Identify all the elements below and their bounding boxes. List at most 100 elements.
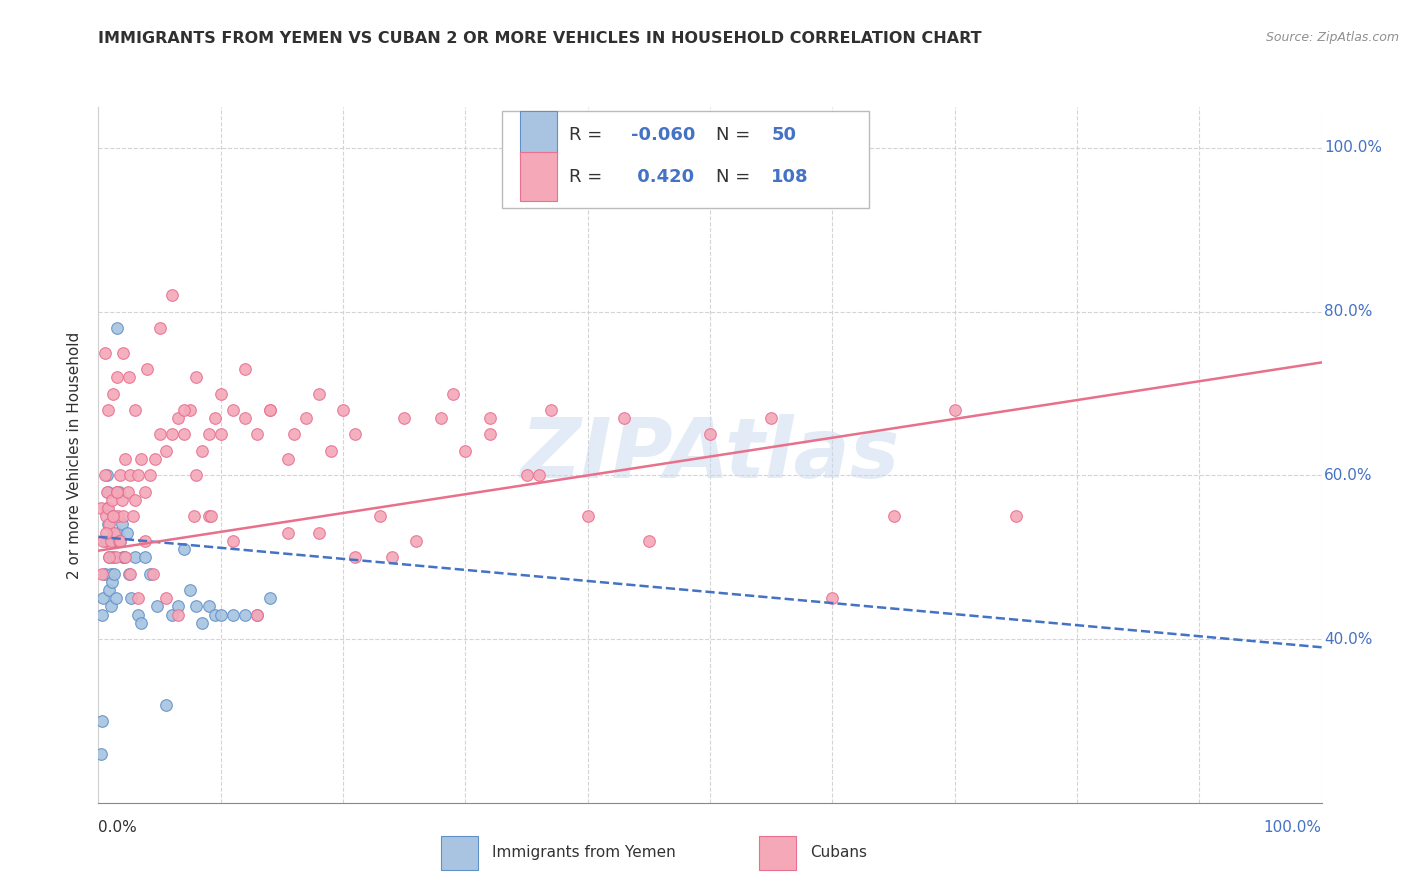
Point — [142, 566, 165, 581]
Point — [90, 747, 112, 761]
Point — [111, 517, 134, 532]
Point — [120, 591, 142, 606]
Point — [97, 484, 120, 499]
Point — [105, 370, 128, 384]
Point — [90, 501, 112, 516]
Point — [179, 582, 201, 597]
Text: 50: 50 — [772, 126, 796, 144]
Point — [149, 427, 172, 442]
Text: Immigrants from Yemen: Immigrants from Yemen — [492, 846, 676, 861]
Point — [179, 403, 201, 417]
Point — [94, 509, 117, 524]
Point — [637, 533, 661, 548]
Bar — [520, 153, 557, 201]
Point — [94, 533, 117, 548]
Point — [107, 525, 129, 540]
Point — [686, 141, 709, 155]
Point — [527, 468, 550, 483]
Point — [197, 509, 219, 524]
Text: R =: R = — [569, 126, 603, 144]
Point — [155, 443, 177, 458]
Point — [111, 550, 134, 565]
Point — [478, 411, 501, 425]
Point — [259, 403, 281, 417]
Point — [209, 427, 232, 442]
Point — [97, 501, 120, 516]
Point — [699, 427, 721, 442]
Point — [155, 698, 177, 712]
Point — [120, 468, 142, 483]
Point — [139, 566, 162, 581]
Point — [209, 607, 232, 622]
Point — [821, 591, 844, 606]
Point — [160, 288, 183, 302]
Point — [200, 509, 222, 524]
Point — [118, 566, 141, 581]
Point — [91, 607, 114, 622]
Point — [143, 452, 166, 467]
Point — [101, 509, 124, 524]
Point — [110, 533, 132, 548]
Point — [134, 550, 156, 565]
Point — [209, 386, 232, 401]
Point — [93, 566, 115, 581]
Point — [98, 550, 121, 565]
Point — [129, 452, 152, 467]
Point — [160, 427, 183, 442]
Text: 60.0%: 60.0% — [1324, 468, 1372, 483]
Point — [101, 386, 124, 401]
Point — [98, 517, 121, 532]
Point — [392, 411, 416, 425]
Point — [246, 607, 269, 622]
Text: Cubans: Cubans — [810, 846, 868, 861]
Point — [134, 533, 156, 548]
Point — [93, 468, 115, 483]
Point — [167, 411, 190, 425]
Point — [259, 591, 281, 606]
Point — [97, 403, 120, 417]
Point — [308, 386, 330, 401]
Point — [319, 443, 342, 458]
Point — [100, 566, 122, 581]
Point — [100, 599, 122, 614]
Point — [91, 714, 114, 728]
Point — [186, 370, 208, 384]
Point — [129, 615, 152, 630]
Point — [478, 427, 501, 442]
Point — [120, 566, 142, 581]
Point — [167, 599, 190, 614]
Point — [246, 427, 269, 442]
Text: 108: 108 — [772, 168, 808, 186]
Point — [110, 468, 132, 483]
Point — [233, 362, 256, 376]
Point — [308, 525, 330, 540]
Text: -0.060: -0.060 — [630, 126, 695, 144]
Point — [115, 525, 138, 540]
Point — [105, 484, 128, 499]
Point — [111, 492, 134, 507]
Text: R =: R = — [569, 168, 603, 186]
Point — [204, 607, 226, 622]
Point — [96, 468, 118, 483]
Point — [93, 345, 115, 359]
Y-axis label: 2 or more Vehicles in Household: 2 or more Vehicles in Household — [67, 331, 83, 579]
Point — [96, 501, 118, 516]
Point — [155, 591, 177, 606]
Text: IMMIGRANTS FROM YEMEN VS CUBAN 2 OR MORE VEHICLES IN HOUSEHOLD CORRELATION CHART: IMMIGRANTS FROM YEMEN VS CUBAN 2 OR MORE… — [98, 31, 981, 46]
Point — [101, 509, 124, 524]
Point — [515, 468, 537, 483]
Point — [91, 591, 114, 606]
Point — [1004, 509, 1026, 524]
Point — [114, 550, 136, 565]
Point — [114, 452, 136, 467]
Point — [98, 550, 121, 565]
Point — [160, 607, 183, 622]
Text: 0.420: 0.420 — [630, 168, 693, 186]
Bar — [441, 836, 478, 871]
Point — [117, 484, 139, 499]
Point — [277, 525, 299, 540]
Point — [101, 574, 124, 589]
Point — [91, 533, 114, 548]
Point — [134, 484, 156, 499]
Point — [186, 468, 208, 483]
